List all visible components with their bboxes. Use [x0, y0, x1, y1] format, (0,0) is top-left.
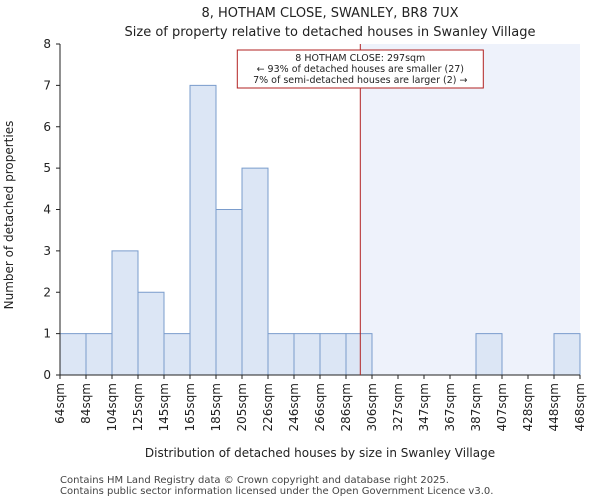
- y-tick-label: 0: [43, 368, 51, 382]
- x-tick-label: 448sqm: [547, 383, 561, 431]
- x-tick-label: 205sqm: [235, 383, 249, 431]
- footer-copyright: Contains HM Land Registry data © Crown c…: [60, 475, 449, 486]
- histogram-bar: [137, 291, 165, 376]
- histogram-bar: [553, 333, 581, 376]
- annotation-line: 8 HOTHAM CLOSE: 297sqm: [295, 53, 425, 64]
- x-tick-label: 367sqm: [443, 383, 457, 431]
- histogram-bar: [59, 333, 87, 376]
- histogram-bar: [111, 250, 139, 376]
- x-tick-label: 125sqm: [131, 383, 145, 431]
- x-tick-label: 306sqm: [365, 383, 379, 431]
- x-tick-label: 327sqm: [391, 383, 405, 431]
- histogram-bar: [85, 333, 113, 376]
- histogram-bar: [267, 333, 295, 376]
- larger-properties-shading: [360, 44, 580, 375]
- x-tick-label: 226sqm: [261, 383, 275, 431]
- histogram-bar: [345, 333, 373, 376]
- footer-licence: Contains public sector information licen…: [60, 486, 493, 497]
- y-tick-label: 7: [43, 78, 51, 92]
- x-tick-label: 104sqm: [105, 383, 119, 431]
- x-tick-label: 286sqm: [339, 383, 353, 431]
- x-tick-label: 468sqm: [573, 383, 587, 431]
- y-tick-label: 3: [43, 244, 51, 258]
- chart-title: 8, HOTHAM CLOSE, SWANLEY, BR8 7UX: [201, 6, 458, 21]
- histogram-bar: [475, 333, 503, 376]
- y-tick-label: 4: [43, 203, 51, 217]
- x-axis-label: Distribution of detached houses by size …: [145, 446, 495, 460]
- y-tick-label: 2: [43, 285, 51, 299]
- chart-subtitle: Size of property relative to detached ho…: [125, 25, 536, 40]
- x-tick-label: 347sqm: [417, 383, 431, 431]
- x-tick-label: 84sqm: [79, 383, 93, 424]
- marker-layer: 8 HOTHAM CLOSE: 297sqm← 93% of detached …: [236, 44, 484, 375]
- x-tick-label: 246sqm: [287, 383, 301, 431]
- y-tick-label: 6: [43, 120, 51, 134]
- x-tick-label: 266sqm: [313, 383, 327, 431]
- histogram-bar: [215, 209, 243, 376]
- bars-layer: [59, 84, 581, 376]
- y-axis-label: Number of detached properties: [2, 121, 16, 310]
- y-tick-label: 8: [43, 37, 51, 51]
- histogram-bar: [319, 333, 347, 376]
- histogram-bar: [163, 333, 191, 376]
- y-tick-label: 5: [43, 161, 51, 175]
- histogram-bar: [293, 333, 321, 376]
- histogram-bar: [189, 84, 217, 376]
- x-tick-label: 428sqm: [521, 383, 535, 431]
- histogram-bar: [241, 167, 269, 376]
- x-tick-label: 185sqm: [209, 383, 223, 431]
- y-tick-label: 1: [43, 327, 51, 341]
- x-tick-label: 64sqm: [53, 383, 67, 424]
- annotation-box: [236, 49, 484, 89]
- x-tick-label: 165sqm: [183, 383, 197, 431]
- annotation-line: 7% of semi-detached houses are larger (2…: [253, 75, 467, 86]
- shaded-region-layer: [360, 44, 580, 375]
- x-tick-label: 387sqm: [469, 383, 483, 431]
- x-tick-label: 407sqm: [495, 383, 509, 431]
- annotation-line: ← 93% of detached houses are smaller (27…: [257, 64, 464, 75]
- axes-layer: 0 1 2 3 4 5 6 7 8 64sqm 84sqm 104sqm 125sqm 145sqm 165…: [43, 37, 587, 431]
- x-tick-label: 145sqm: [157, 383, 171, 431]
